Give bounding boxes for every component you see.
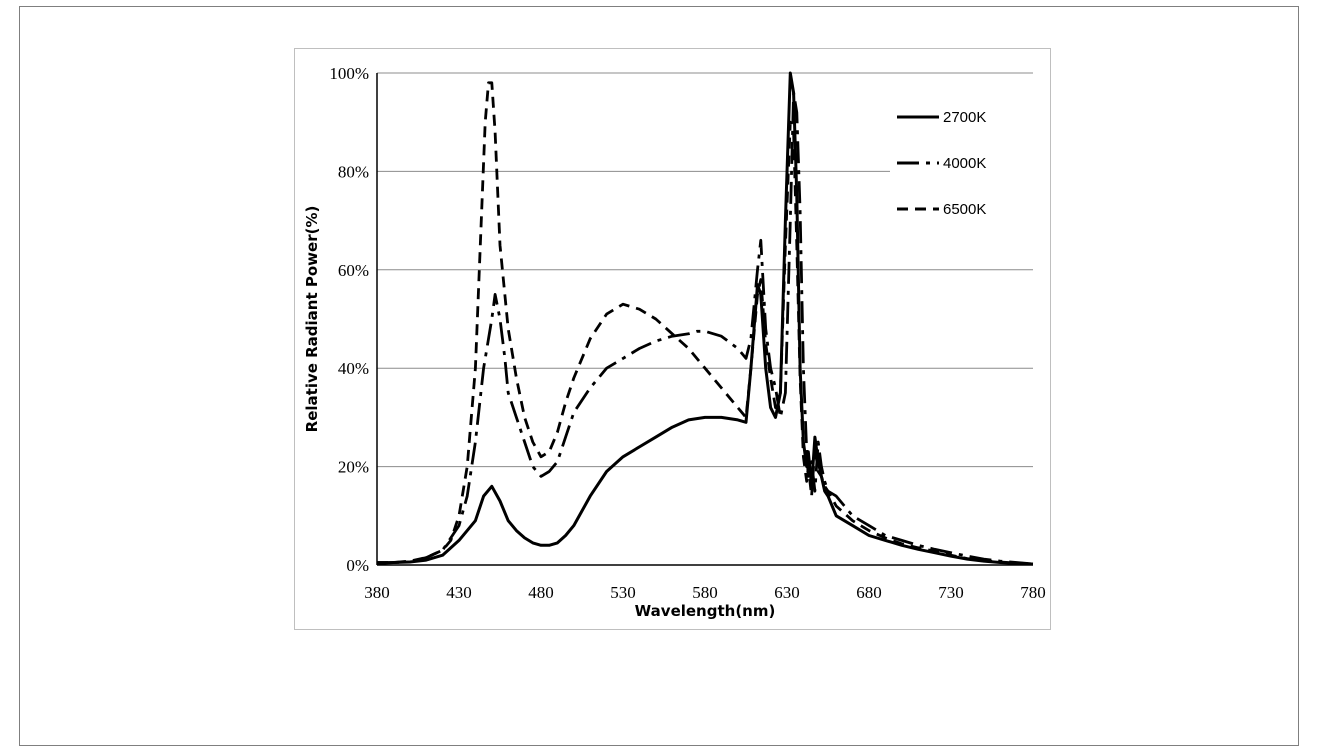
x-axis-title: Wavelength(nm) (635, 602, 776, 620)
x-tick-label: 680 (856, 583, 882, 602)
legend: 2700K 4000K 6500K (890, 85, 1040, 229)
y-tick-label: 100% (329, 64, 369, 83)
series-line-2700K (376, 71, 1034, 566)
y-tick-label: 40% (338, 359, 369, 378)
series-lines (376, 71, 1034, 566)
x-tick-label: 630 (774, 583, 800, 602)
x-tick-label: 730 (938, 583, 964, 602)
y-tick-label: 80% (338, 162, 369, 181)
y-tick-label: 60% (338, 261, 369, 280)
tick-labels: 0% 20% 40% 60% 80% 100% 380 430 480 530 580 630 680 7… (329, 64, 1045, 602)
x-tick-label: 780 (1020, 583, 1046, 602)
series-line-4000K (377, 91, 1034, 566)
x-tick-label: 380 (364, 583, 390, 602)
x-tick-label: 580 (692, 583, 718, 602)
y-tick-label: 0% (346, 556, 369, 575)
y-tick-label: 20% (338, 458, 369, 477)
axes (376, 73, 1033, 566)
chart-area: 0% 20% 40% 60% 80% 100% 380 430 480 530 580 630 680 7… (294, 48, 1051, 630)
legend-label: 2700K (943, 109, 986, 126)
legend-background (890, 85, 1040, 229)
y-axis-title: Relative Radiant Power(%) (303, 206, 321, 433)
legend-label: 4000K (943, 155, 986, 172)
legend-label: 6500K (943, 201, 986, 218)
x-tick-label: 530 (610, 583, 636, 602)
spectrum-chart: 0% 20% 40% 60% 80% 100% 380 430 480 530 580 630 680 7… (303, 64, 1046, 620)
series-line-6500K (377, 81, 1034, 566)
x-tick-label: 480 (528, 583, 554, 602)
x-tick-label: 430 (446, 583, 472, 602)
